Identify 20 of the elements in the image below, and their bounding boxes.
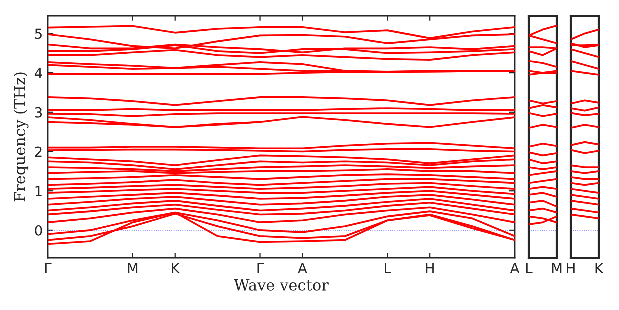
x-tick-label: L xyxy=(385,263,392,274)
y-tick-label: 3 xyxy=(35,107,42,118)
x-tick-label: A xyxy=(510,263,520,274)
y-tick-label: 0 xyxy=(35,225,42,236)
x-tick-label: H xyxy=(426,263,434,274)
x-tick-label: A xyxy=(298,263,308,274)
x-tick-label: K xyxy=(596,263,604,274)
x-tick-label: L xyxy=(526,263,533,274)
y-axis-title: Frequency (THz) xyxy=(14,72,29,202)
y-tick-label: 1 xyxy=(36,186,42,196)
x-tick-label: M xyxy=(552,263,562,274)
x-tick-label: M xyxy=(128,263,138,274)
y-tick-label: 5 xyxy=(35,28,42,40)
x-tick-label: Γ xyxy=(45,263,52,274)
y-tick-label: 4 xyxy=(34,68,42,78)
x-tick-label: H xyxy=(567,263,575,274)
x-tick-label: Γ xyxy=(258,263,264,274)
y-tick-label: 2 xyxy=(35,146,42,158)
x-axis-title: Wave vector xyxy=(234,280,329,291)
x-tick-label: K xyxy=(172,263,180,274)
